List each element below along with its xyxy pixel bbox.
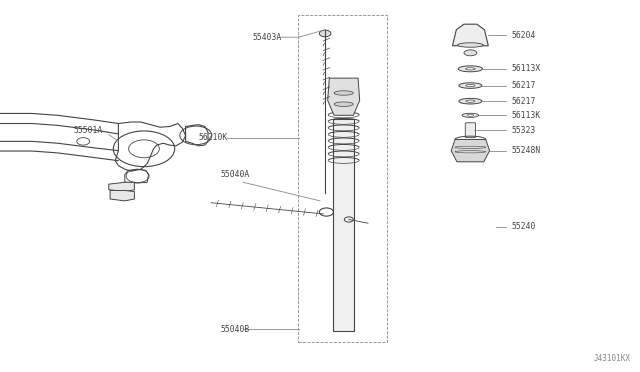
- Text: 55403A: 55403A: [253, 33, 282, 42]
- Polygon shape: [110, 190, 134, 201]
- Text: 55040A: 55040A: [221, 170, 250, 179]
- Ellipse shape: [334, 91, 353, 95]
- Ellipse shape: [466, 100, 475, 102]
- Text: 55040B: 55040B: [221, 325, 250, 334]
- Ellipse shape: [458, 43, 483, 47]
- Polygon shape: [328, 78, 360, 115]
- Text: 55323: 55323: [512, 126, 536, 135]
- Polygon shape: [451, 140, 490, 162]
- FancyBboxPatch shape: [333, 119, 354, 331]
- Text: J43101KX: J43101KX: [593, 354, 630, 363]
- Ellipse shape: [319, 30, 331, 37]
- Text: 55501A: 55501A: [74, 126, 103, 135]
- Polygon shape: [452, 24, 488, 46]
- Text: 56113K: 56113K: [512, 111, 541, 120]
- Ellipse shape: [465, 68, 475, 70]
- Text: 55240: 55240: [512, 222, 536, 231]
- Ellipse shape: [459, 83, 482, 89]
- Text: 56210K: 56210K: [198, 133, 228, 142]
- Ellipse shape: [466, 84, 475, 87]
- Text: 56217: 56217: [512, 81, 536, 90]
- Text: 56204: 56204: [512, 31, 536, 40]
- Ellipse shape: [459, 98, 482, 104]
- Ellipse shape: [334, 102, 353, 106]
- Ellipse shape: [464, 50, 477, 56]
- FancyBboxPatch shape: [465, 123, 476, 138]
- Ellipse shape: [462, 113, 479, 117]
- Polygon shape: [109, 182, 134, 192]
- Text: 56113X: 56113X: [512, 64, 541, 73]
- Text: 56217: 56217: [512, 97, 536, 106]
- Text: 55248N: 55248N: [512, 146, 541, 155]
- Ellipse shape: [467, 114, 474, 116]
- Ellipse shape: [458, 66, 483, 72]
